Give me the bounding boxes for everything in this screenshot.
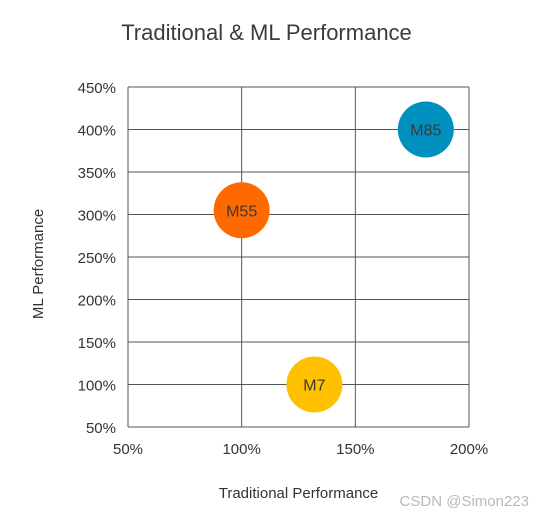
y-tick-label: 250% (78, 250, 116, 267)
y-tick-label: 350% (78, 165, 116, 182)
x-tick-label: 50% (113, 441, 143, 458)
data-label: M7 (303, 378, 325, 395)
y-tick-label: 200% (78, 293, 116, 310)
x-tick-label: 150% (336, 441, 374, 458)
data-point-m7 (286, 356, 343, 413)
data-point-m55 (213, 182, 270, 239)
x-tick-label: 100% (222, 441, 260, 458)
watermark: CSDN @Simon223 (399, 493, 529, 510)
x-axis-title: Traditional Performance (219, 485, 379, 502)
y-axis-title: ML Performance (30, 209, 47, 319)
y-tick-label: 50% (86, 420, 116, 437)
data-label: M55 (226, 203, 257, 220)
y-tick-label: 300% (78, 208, 116, 225)
data-label: M85 (410, 123, 441, 140)
y-tick-label: 400% (78, 123, 116, 140)
y-tick-label: 450% (78, 80, 116, 97)
data-point-m85 (397, 101, 454, 158)
x-tick-label: 200% (450, 441, 488, 458)
y-tick-label: 100% (78, 378, 116, 395)
chart-title: Traditional & ML Performance (121, 20, 412, 45)
y-tick-label: 150% (78, 335, 116, 352)
